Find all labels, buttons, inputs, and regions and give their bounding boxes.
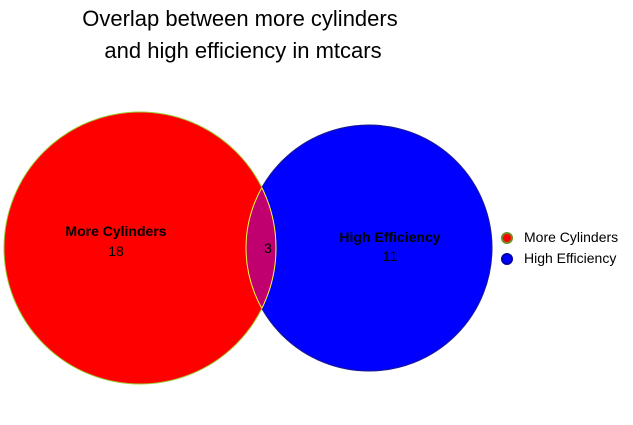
legend-item-high-efficiency: High Efficiency xyxy=(498,249,633,269)
venn-circle-more-cylinders-outline xyxy=(246,125,277,371)
set-a-only-count: 18 xyxy=(108,243,124,259)
legend-swatch-high-efficiency xyxy=(501,253,513,265)
set-a-label: More Cylinders xyxy=(65,223,166,239)
legend-swatch-more-cylinders xyxy=(501,232,513,244)
set-b-only-count: 11 xyxy=(383,248,398,264)
venn-circle-high-efficiency xyxy=(245,124,493,372)
legend-item-more-cylinders: More Cylinders xyxy=(498,228,633,248)
chart-title-line-1: Overlap between more cylinders xyxy=(82,6,398,31)
chart-title-line-2: and high efficiency in mtcars xyxy=(104,38,382,63)
legend-label-more-cylinders: More Cylinders xyxy=(524,229,619,245)
intersection-count: 3 xyxy=(264,240,272,256)
set-b-label: High Efficiency xyxy=(339,229,440,245)
legend-label-high-efficiency: High Efficiency xyxy=(524,250,617,266)
venn-circle-more-cylinders xyxy=(3,111,277,385)
venn-intersection-region xyxy=(245,124,276,372)
